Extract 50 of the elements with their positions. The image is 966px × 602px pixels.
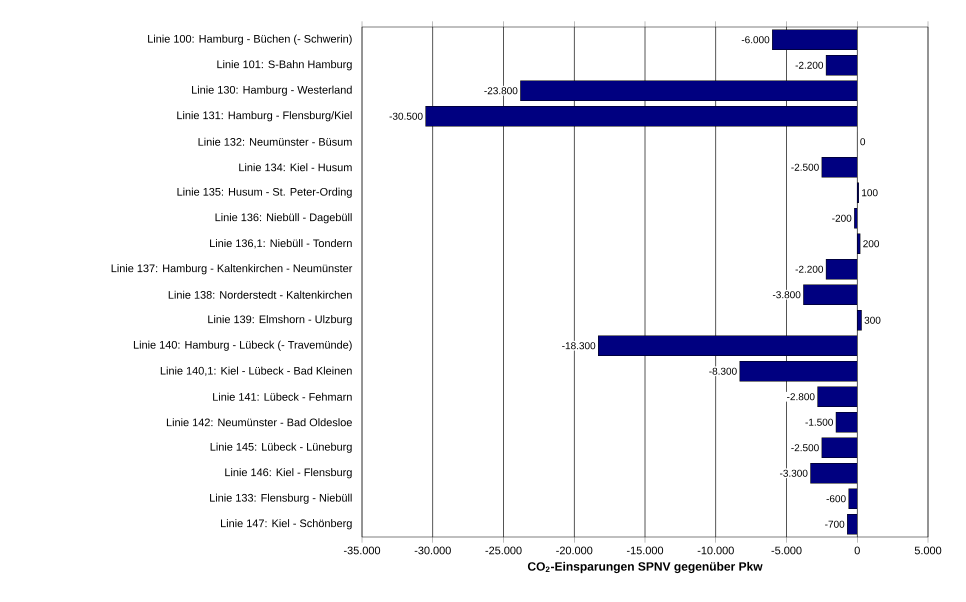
y-tick-label: Linie 140,1: Kiel - Lübeck - Bad Kleinen <box>160 366 352 376</box>
y-tick-label: Linie 132: Neumünster - Büsum <box>198 138 352 146</box>
data-label: -8.300 <box>709 368 737 375</box>
y-tick-label: Linie 133: Flensburg - Niebüll <box>210 494 352 504</box>
x-tick-label: -5.000 <box>771 546 802 554</box>
y-tick-label: Linie 101: S-Bahn Hamburg <box>217 60 352 70</box>
data-label: -23.800 <box>484 87 518 94</box>
data-label: -200 <box>832 214 852 222</box>
x-tick-label: 5.000 <box>914 546 942 554</box>
y-tick-label: Linie 130: Hamburg - Westerland <box>192 86 352 96</box>
data-label: -6.000 <box>742 36 770 44</box>
x-tick-label: -30.000 <box>414 546 451 554</box>
y-tick-label: Linie 100: Hamburg - Büchen (- Schwerin) <box>148 34 352 45</box>
y-tick-label: Linie 141: Lübeck - Fehmarn <box>213 392 352 401</box>
y-tick-label: Linie 146: Kiel - Flensburg <box>225 468 352 478</box>
y-tick-label: Linie 147: Kiel - Schönberg <box>221 519 352 530</box>
x-tick-label: -15.000 <box>626 546 664 554</box>
y-tick-label: Linie 134: Kiel - Husum <box>239 163 352 172</box>
data-label: 200 <box>863 240 880 248</box>
x-tick-label: -25.000 <box>485 546 522 554</box>
data-label: -2.500 <box>791 444 819 452</box>
y-tick-label: Linie 136: Niebüll - Dagebüll <box>216 213 352 224</box>
data-label: -2.200 <box>796 266 824 273</box>
y-tick-label: Linie 138: Norderstedt - Kaltenkirchen <box>168 290 352 299</box>
y-tick-label: Linie 145: Lübeck - Lüneburg <box>210 442 352 453</box>
data-label: -600 <box>826 495 846 502</box>
data-label: 300 <box>864 316 880 324</box>
y-tick-label: Linie 131: Hamburg - Flensburg/Kiel <box>177 111 352 122</box>
data-label: -1.500 <box>805 418 833 426</box>
y-tick-label: Linie 140: Hamburg - Lübeck (- Travemünde) <box>134 340 352 351</box>
x-tick-label: -35.000 <box>344 546 380 554</box>
y-tick-label: Linie 135: Husum - St. Peter-Ording <box>177 188 352 198</box>
x-axis-title: CO$_{2}$-Einsparungen SPNV gegenüber Pkw <box>528 562 763 574</box>
x-tick-label: -10.000 <box>698 546 734 554</box>
data-label: -30.500 <box>390 112 423 120</box>
data-label: -2.500 <box>791 164 819 171</box>
x-tick-label: 0 <box>854 546 860 554</box>
y-tick-label: Linie 139: Elmshorn - Ulzburg <box>208 315 352 326</box>
data-label: -18.300 <box>562 342 596 350</box>
data-label: 100 <box>862 189 878 196</box>
data-label: -3.800 <box>772 291 800 298</box>
y-tick-label: Linie 136,1: Niebüll - Tondern <box>210 239 352 248</box>
y-tick-label: Linie 142: Neumünster - Bad Oldesloe <box>166 418 352 426</box>
y-tick-label: Linie 137: Hamburg - Kaltenkirchen - Neumünster <box>112 264 352 274</box>
data-label: -700 <box>825 520 844 528</box>
x-tick-label: -20.000 <box>556 546 592 554</box>
data-label: -2.800 <box>787 393 815 400</box>
data-label: 0 <box>860 138 866 146</box>
data-label: -2.200 <box>796 62 824 69</box>
data-label: -3.300 <box>780 470 808 477</box>
